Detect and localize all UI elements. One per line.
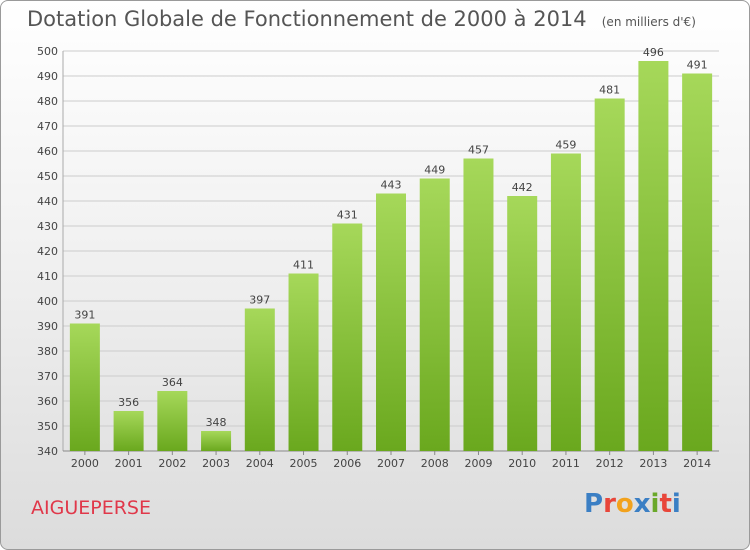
y-tick-label: 390: [37, 320, 58, 333]
x-tick-label: 2007: [377, 457, 405, 470]
data-label: 491: [687, 59, 708, 72]
y-tick-label: 350: [37, 420, 58, 433]
bar: [69, 323, 100, 451]
bar: [550, 153, 581, 451]
x-tick-label: 2014: [683, 457, 711, 470]
data-label: 348: [206, 416, 227, 429]
x-tick-label: 2001: [115, 457, 143, 470]
x-tick-label: 2005: [290, 457, 318, 470]
bar: [376, 193, 406, 451]
bar: [113, 411, 144, 451]
y-tick-label: 370: [37, 370, 58, 383]
logo-letter: t: [659, 489, 672, 519]
x-tick-label: 2011: [552, 457, 580, 470]
x-tick-label: 2008: [421, 457, 449, 470]
logo-letter: i: [650, 489, 660, 519]
y-tick-label: 410: [37, 270, 58, 283]
y-tick-label: 490: [37, 70, 58, 83]
x-tick-label: 2009: [464, 457, 492, 470]
y-tick-label: 430: [37, 220, 58, 233]
x-tick-label: 2004: [246, 457, 274, 470]
y-tick-label: 480: [37, 95, 58, 108]
x-tick-label: 2013: [639, 457, 667, 470]
bar: [157, 391, 188, 451]
x-tick-label: 2006: [333, 457, 361, 470]
y-tick-label: 470: [37, 120, 58, 133]
commune-name: AIGUEPERSE: [31, 497, 151, 519]
unit-note: (en milliers d'€): [601, 15, 696, 29]
bar: [463, 158, 494, 451]
bars: [69, 61, 713, 451]
bar: [507, 196, 538, 451]
bar: [419, 178, 450, 451]
axes: 340 350 360 370 380 390 400 410 420 430 440 450 460 4…: [37, 45, 719, 470]
data-label: 356: [118, 396, 139, 409]
logo-letter: i: [671, 489, 681, 519]
y-tick-label: 460: [37, 145, 58, 158]
y-tick-label: 450: [37, 170, 58, 183]
logo-letter: o: [615, 489, 634, 519]
x-tick-label: 2003: [202, 457, 230, 470]
bar: [594, 98, 625, 451]
logo-letter: x: [633, 489, 651, 519]
bar: [288, 273, 319, 451]
data-label: 449: [424, 164, 445, 177]
data-label: 496: [643, 46, 664, 59]
y-tick-label: 440: [37, 195, 58, 208]
chart-title: Dotation Globale de Fonctionnement de 20…: [27, 7, 587, 31]
data-label: 442: [512, 181, 533, 194]
chart-title-block: Dotation Globale de Fonctionnement de 20…: [27, 7, 696, 31]
bar: [638, 61, 669, 451]
data-label: 397: [249, 294, 270, 307]
y-tick-label: 400: [37, 295, 58, 308]
data-label: 364: [162, 376, 183, 389]
bar: [201, 431, 232, 451]
x-tick-label: 2002: [158, 457, 186, 470]
y-tick-label: 380: [37, 345, 58, 358]
bar: [244, 308, 275, 451]
logo-letter: r: [603, 489, 616, 519]
y-tick-label: 420: [37, 245, 58, 258]
logo-letter: P: [584, 489, 604, 519]
x-tick-label: 2012: [596, 457, 624, 470]
data-label: 459: [555, 139, 576, 152]
proxiti-logo[interactable]: Proxiti: [584, 489, 681, 519]
y-tick-label: 500: [37, 45, 58, 58]
bar: [332, 223, 363, 451]
data-label: 443: [381, 179, 402, 192]
data-label: 481: [599, 84, 620, 97]
x-tick-label: 2000: [71, 457, 99, 470]
y-tick-label: 340: [37, 445, 58, 458]
y-tick-label: 360: [37, 395, 58, 408]
x-tick-label: 2010: [508, 457, 536, 470]
data-label: 391: [74, 309, 95, 322]
bar: [682, 73, 713, 451]
data-label: 411: [293, 259, 314, 272]
data-label: 431: [337, 209, 358, 222]
data-label: 457: [468, 144, 489, 157]
data-labels: 391 356 364 348 397 411 431 443 449 457 442 459 481 4…: [74, 46, 707, 429]
